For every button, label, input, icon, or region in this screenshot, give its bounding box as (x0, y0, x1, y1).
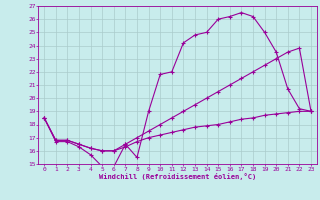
X-axis label: Windchill (Refroidissement éolien,°C): Windchill (Refroidissement éolien,°C) (99, 173, 256, 180)
